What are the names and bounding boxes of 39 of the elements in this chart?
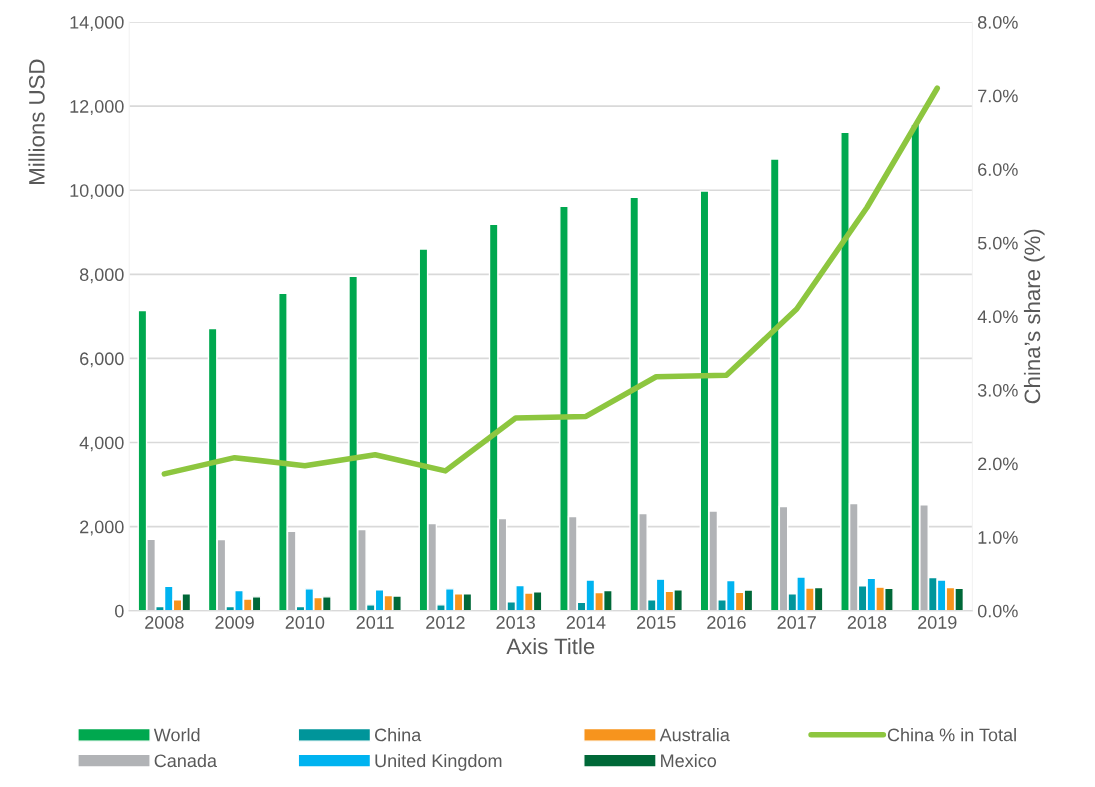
y2-tick-label: 0.0% bbox=[977, 604, 1018, 618]
y2-tick-label: 3.0% bbox=[977, 383, 1018, 397]
y-tick-label: 0 bbox=[115, 604, 124, 618]
x-tick-label: 2013 bbox=[496, 616, 535, 629]
x-axis-title: Axis Title bbox=[506, 637, 595, 655]
y2-tick-label: 4.0% bbox=[977, 310, 1018, 324]
x-tick-label: 2016 bbox=[707, 616, 746, 629]
y-tick-label: 8,000 bbox=[79, 268, 124, 284]
y-tick-label: 2,000 bbox=[80, 520, 124, 536]
x-tick-label: 2018 bbox=[847, 616, 887, 629]
legend-label: Mexico bbox=[661, 753, 717, 768]
y2-tick-label: 5.0% bbox=[977, 236, 1018, 250]
y-axis-title: Millions USD bbox=[28, 59, 45, 184]
x-tick-label: 2017 bbox=[777, 616, 816, 629]
x-tick-label: 2015 bbox=[637, 616, 676, 629]
x-tick-label: 2014 bbox=[566, 616, 606, 629]
y2-tick-label: 7.0% bbox=[978, 89, 1018, 103]
y2-axis-title: China’s share (%) bbox=[1023, 229, 1045, 404]
x-tick-label: 2010 bbox=[285, 616, 325, 629]
y-tick-label: 12,000 bbox=[70, 100, 124, 115]
legend-label: World bbox=[153, 728, 200, 742]
legend-label: Australia bbox=[659, 728, 730, 742]
legend-label: China % in Total bbox=[887, 728, 1016, 742]
y-tick-label: 4,000 bbox=[79, 436, 124, 452]
y-tick-label: 10,000 bbox=[70, 184, 124, 200]
y2-tick-label: 8.0% bbox=[978, 15, 1018, 29]
legend-label: China bbox=[374, 728, 422, 742]
x-tick-label: 2011 bbox=[356, 616, 394, 629]
y2-tick-label: 1.0% bbox=[978, 531, 1018, 544]
y2-tick-label: 6.0% bbox=[978, 163, 1018, 176]
x-tick-label: 2012 bbox=[426, 616, 465, 629]
y2-tick-label: 2.0% bbox=[978, 457, 1018, 471]
x-tick-label: 2008 bbox=[145, 616, 184, 629]
legend-label: United Kingdom bbox=[375, 753, 502, 771]
y-tick-label: 6,000 bbox=[80, 352, 124, 368]
y-tick-label: 14,000 bbox=[70, 15, 124, 31]
legend-label: Canada bbox=[154, 753, 217, 768]
x-tick-label: 2019 bbox=[918, 616, 957, 629]
x-tick-label: 2009 bbox=[215, 616, 254, 629]
